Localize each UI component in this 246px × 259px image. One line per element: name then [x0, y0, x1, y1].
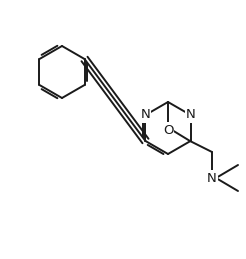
Text: N: N [207, 171, 217, 184]
Text: O: O [163, 124, 173, 136]
Text: N: N [141, 109, 150, 121]
Text: N: N [186, 109, 195, 121]
